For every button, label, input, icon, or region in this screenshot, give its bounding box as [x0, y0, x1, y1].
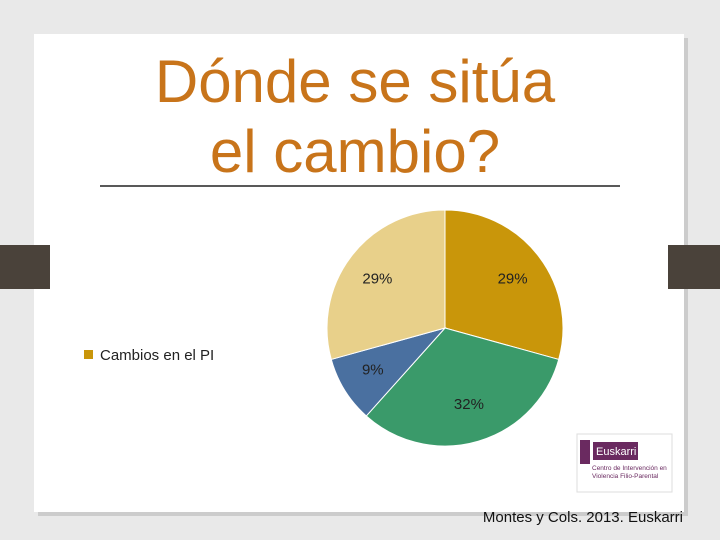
source: Montes y Cols. 2013. Euskarri — [483, 509, 683, 526]
left-tab — [0, 245, 50, 289]
pie-slice — [326, 209, 446, 361]
logo-subtitle-box: Centro de Intervención en Violencia Fili… — [592, 465, 667, 480]
logo-name: Euskarri — [596, 446, 636, 458]
data-label: 29% — [498, 270, 528, 287]
pie-slice — [365, 327, 560, 447]
data-label: 29% — [362, 270, 392, 287]
logo-subtitle: Centro de Intervención en Violencia Fili… — [592, 465, 667, 480]
legend-label: Cambios en el PI — [100, 347, 214, 364]
data-label: 9% — [362, 361, 384, 378]
right-tab — [668, 245, 720, 289]
data-label: 32% — [454, 396, 484, 413]
legend-swatch — [84, 350, 93, 359]
logo-mark — [580, 440, 590, 464]
logo-box — [576, 433, 673, 493]
pie-slice — [444, 209, 564, 361]
chart-title: Dónde se sitúa el cambio? — [155, 48, 556, 185]
logo-name-bg — [593, 442, 638, 460]
